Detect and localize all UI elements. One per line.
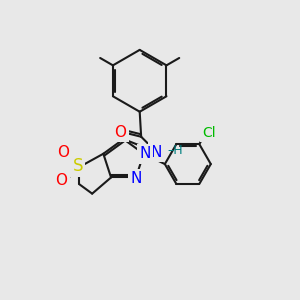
Text: N: N [130, 171, 142, 186]
Text: O: O [115, 125, 127, 140]
Text: S: S [73, 157, 83, 175]
Text: N: N [151, 145, 162, 160]
Text: O: O [56, 173, 68, 188]
Text: O: O [57, 145, 69, 160]
Text: N: N [140, 146, 151, 161]
Text: –H: –H [168, 144, 183, 157]
Text: Cl: Cl [202, 126, 216, 140]
